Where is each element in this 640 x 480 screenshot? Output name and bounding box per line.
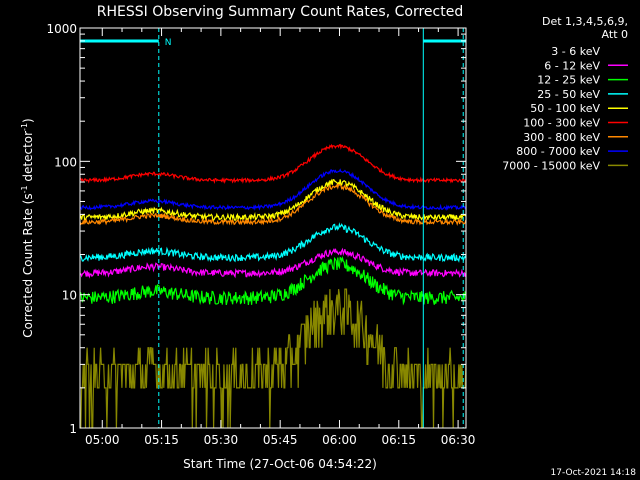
x-axis-label: Start Time (27-Oct-06 04:54:22)	[183, 457, 377, 471]
legend-label-5: 100 - 300 keV	[523, 117, 600, 130]
y-tick-label-0: 1	[69, 422, 77, 436]
x-tick-label-3: 05:45	[263, 433, 298, 447]
x-axis-ticks: 05:00 05:15 05:30 05:45 06:00 06:15 06:30	[85, 28, 475, 447]
legend-label-7: 800 - 7000 keV	[516, 145, 600, 158]
y-axis-label-end: )	[21, 118, 35, 123]
x-tick-label-6: 06:30	[441, 433, 476, 447]
legend-label-2: 12 - 25 keV	[537, 74, 600, 87]
legend-label-4: 50 - 100 keV	[530, 102, 600, 115]
legend-label-0: 3 - 6 keV	[551, 45, 600, 58]
y-axis-label-sup2: -1	[20, 123, 29, 131]
series-line-3	[79, 222, 467, 263]
legend-label-6: 300 - 800 keV	[523, 131, 600, 144]
y-axis-label: Corrected Count Rate (s-1 detector-1)	[20, 118, 35, 337]
series-line-5	[79, 143, 467, 185]
x-tick-label-1: 05:15	[144, 433, 179, 447]
legend-label-8: 7000 - 15000 keV	[502, 159, 600, 172]
series-line-2	[79, 255, 467, 306]
x-tick-label-4: 06:00	[322, 433, 357, 447]
series-line-4	[79, 178, 467, 223]
series-line-8	[80, 288, 467, 429]
legend-header-line2: Att 0	[602, 28, 628, 41]
series-line-1	[79, 247, 467, 279]
y-tick-label-3: 1000	[46, 22, 77, 36]
x-tick-label-0: 05:00	[85, 433, 120, 447]
series-line-6	[79, 183, 467, 226]
chart-title: RHESSI Observing Summary Count Rates, Co…	[97, 4, 463, 20]
series-line-7	[79, 168, 467, 211]
legend-label-1: 6 - 12 keV	[544, 59, 600, 72]
timestamp: 17-Oct-2021 14:18	[551, 468, 637, 478]
y-axis-label-mid: detector	[21, 131, 35, 186]
legend-label-3: 25 - 50 keV	[537, 88, 600, 101]
plot-area: N	[79, 28, 467, 429]
legend-header-line1: Det 1,3,4,5,6,9,	[542, 15, 628, 28]
y-axis-label-sup1: -1	[20, 185, 29, 193]
x-tick-label-2: 05:30	[204, 433, 239, 447]
attenuator-label: N	[165, 38, 172, 48]
y-tick-label-2: 100	[54, 155, 77, 169]
y-axis-ticks: 1 10 100 1000	[46, 22, 466, 436]
series-line-0	[79, 263, 466, 365]
plot-frame	[79, 27, 467, 429]
y-tick-label-1: 10	[62, 289, 77, 303]
y-axis-label-main: Corrected Count Rate (s	[21, 193, 35, 337]
x-tick-label-5: 06:15	[381, 433, 416, 447]
